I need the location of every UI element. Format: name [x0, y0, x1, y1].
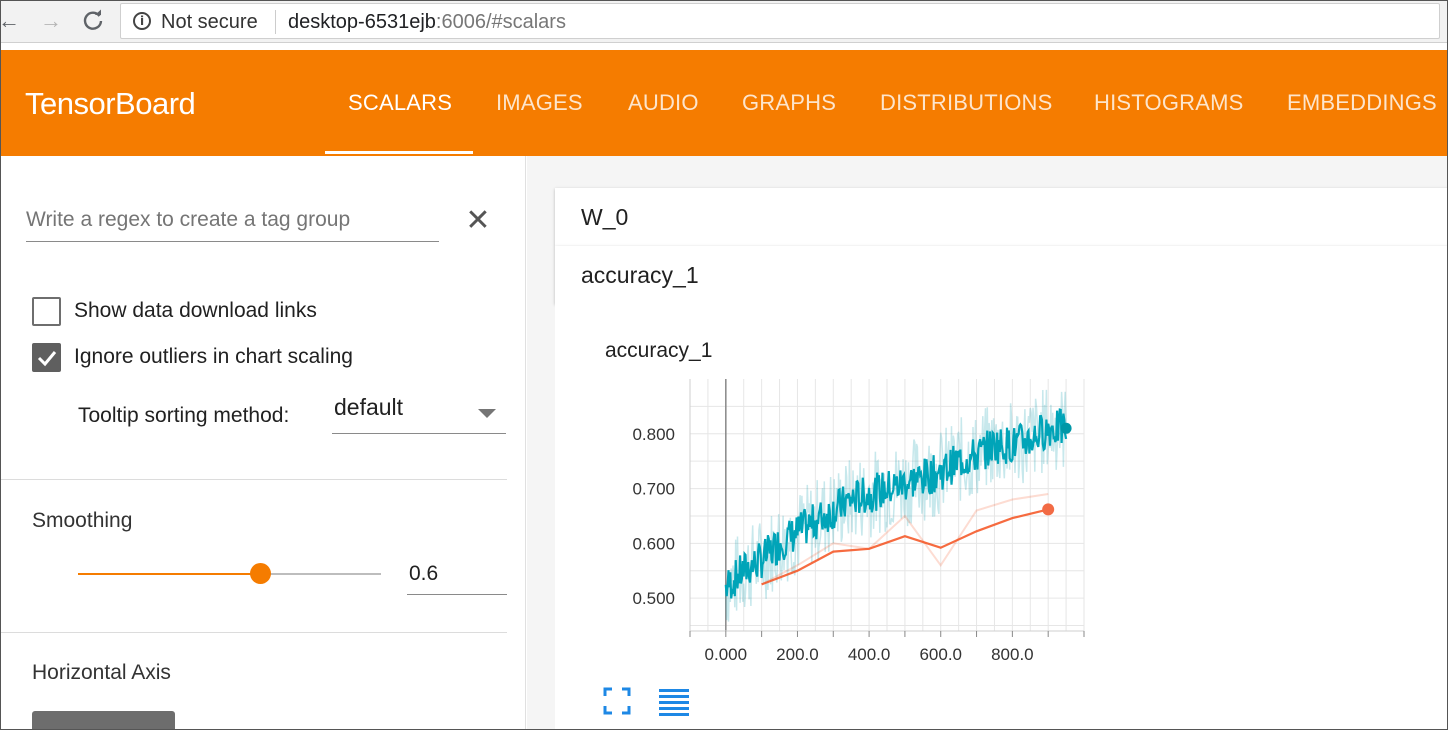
- series-teal-raw-line: [725, 389, 1067, 622]
- tab-images[interactable]: IMAGES: [496, 90, 583, 115]
- tag-group-accuracy[interactable]: accuracy_1: [555, 246, 1447, 304]
- series-orange-raw-line: [761, 493, 1049, 586]
- group-title: accuracy_1: [581, 262, 699, 288]
- fullscreen-icon[interactable]: [601, 685, 633, 717]
- url-text[interactable]: desktop-6531ejb:6006/#scalars: [288, 11, 566, 34]
- tab-histograms[interactable]: HISTOGRAMS: [1094, 90, 1244, 115]
- main-content: W_0 accuracy_1 accuracy_1 0.000 200.0 400.…: [527, 156, 1448, 729]
- app-title: TensorBoard: [25, 86, 196, 121]
- show-download-links-checkbox[interactable]: [32, 297, 61, 326]
- series-orange-smoothed-line[interactable]: [761, 508, 1049, 586]
- reload-icon[interactable]: [79, 7, 107, 35]
- y-tick-label: 0.600: [632, 534, 675, 553]
- url-host: desktop-6531ejb: [288, 11, 436, 33]
- smoothing-title: Smoothing: [32, 509, 133, 532]
- info-icon[interactable]: i: [133, 12, 151, 30]
- chart-card: accuracy_1 0.000 200.0 400.0 600.0 800.0 0.50…: [555, 304, 1448, 729]
- horizontal-axis-title: Horizontal Axis: [32, 661, 171, 684]
- chart-title: accuracy_1: [605, 339, 713, 362]
- tab-audio[interactable]: AUDIO: [628, 90, 699, 115]
- close-icon[interactable]: ✕: [465, 204, 491, 237]
- line-chart[interactable]: 0.000 200.0 400.0 600.0 800.0 0.500 0.600 0.700…: [555, 304, 1448, 684]
- x-tick-label: 400.0: [848, 645, 891, 664]
- data-table-icon[interactable]: [657, 685, 689, 717]
- sidebar: Write a regex to create a tag group ✕ Sh…: [1, 156, 526, 729]
- arrow-right-icon[interactable]: →: [40, 8, 62, 33]
- checkmark-icon: [37, 351, 57, 367]
- ignore-outliers-label[interactable]: Ignore outliers in chart scaling: [74, 345, 353, 368]
- tab-scalars[interactable]: SCALARS: [348, 90, 453, 115]
- smoothing-slider-fill: [78, 573, 260, 575]
- series-teal-smoothed-line[interactable]: [724, 408, 1068, 599]
- address-bar[interactable]: i Not secure desktop-6531ejb:6006/#scala…: [120, 3, 1440, 39]
- y-tick-label: 0.500: [632, 589, 675, 608]
- address-separator: [275, 10, 276, 34]
- tag-regex-input[interactable]: Write a regex to create a tag group: [26, 204, 439, 242]
- tag-group-w0[interactable]: W_0: [555, 188, 1447, 246]
- tooltip-sorting-value: default: [334, 394, 404, 420]
- sidebar-divider: [1, 479, 507, 480]
- series-orange-last-point[interactable]: [1042, 503, 1055, 516]
- x-tick-label: 200.0: [776, 645, 819, 664]
- tooltip-sorting-select[interactable]: default: [332, 394, 506, 434]
- active-tab-indicator: [325, 151, 473, 154]
- y-tick-label: 0.800: [632, 425, 675, 444]
- ignore-outliers-checkbox[interactable]: [32, 343, 61, 372]
- chevron-down-icon: [478, 409, 496, 418]
- series-teal-last-point[interactable]: [1060, 422, 1072, 434]
- group-title: W_0: [581, 204, 629, 230]
- smoothing-slider[interactable]: [78, 563, 381, 584]
- smoothing-slider-thumb[interactable]: [249, 563, 271, 584]
- app-header: TensorBoard SCALARS IMAGES AUDIO GRAPHS …: [1, 50, 1447, 156]
- tab-embeddings[interactable]: EMBEDDINGS: [1287, 90, 1437, 115]
- x-tick-label: 800.0: [991, 645, 1034, 664]
- tab-distributions[interactable]: DISTRIBUTIONS: [880, 90, 1053, 115]
- sidebar-divider: [1, 632, 507, 633]
- browser-toolbar: ← → i Not secure desktop-6531ejb:6006/#s…: [0, 1, 1447, 43]
- url-path: :6006/#scalars: [435, 11, 566, 33]
- security-label: Not secure: [161, 11, 258, 33]
- horizontal-axis-step-button[interactable]: [32, 711, 175, 729]
- tooltip-sorting-label: Tooltip sorting method:: [78, 404, 290, 427]
- x-tick-label: 0.000: [705, 645, 748, 664]
- x-tick-label: 600.0: [919, 645, 962, 664]
- smoothing-input[interactable]: 0.6: [407, 556, 507, 595]
- y-tick-label: 0.700: [632, 480, 675, 499]
- show-download-links-label[interactable]: Show data download links: [74, 299, 317, 322]
- tab-graphs[interactable]: GRAPHS: [742, 90, 837, 115]
- arrow-left-icon[interactable]: ←: [0, 8, 20, 33]
